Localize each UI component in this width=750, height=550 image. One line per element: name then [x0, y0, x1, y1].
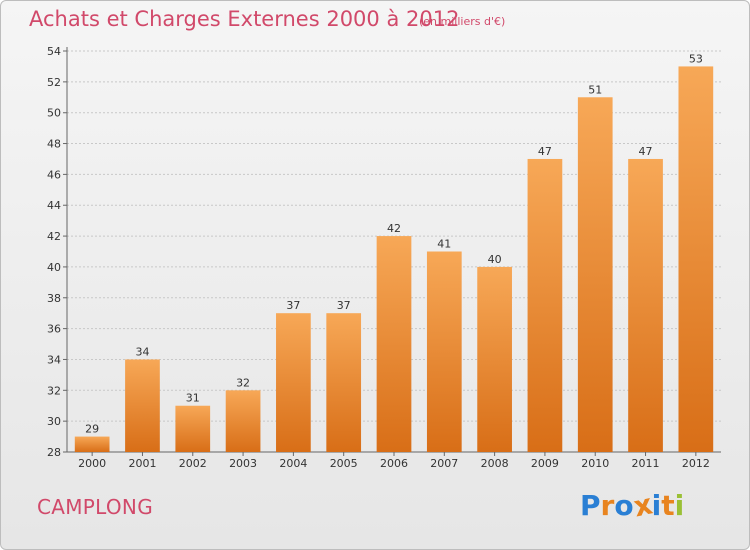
data-label-2003: 32 [236, 376, 250, 389]
data-label-2008: 40 [488, 253, 502, 266]
data-label-2004: 37 [286, 299, 300, 312]
x-tick-label-2010: 2010 [581, 457, 609, 470]
logo-letter-4: i [651, 489, 662, 522]
x-tick-label-2005: 2005 [330, 457, 358, 470]
data-label-2006: 42 [387, 222, 401, 235]
logo-letter-1: r [600, 489, 615, 522]
data-label-2007: 41 [437, 238, 451, 251]
bar-2007 [426, 251, 462, 452]
x-tick-label-2001: 2001 [128, 457, 156, 470]
y-tick-label-11: 50 [47, 107, 61, 120]
data-label-2012: 53 [689, 52, 703, 65]
x-tick-label-2006: 2006 [380, 457, 408, 470]
bar-2004 [276, 313, 311, 452]
data-label-2000: 29 [85, 423, 99, 436]
bar-2002 [175, 405, 211, 452]
logo-letter-6: i [674, 489, 685, 522]
y-tick-label-7: 42 [47, 230, 61, 243]
y-tick-label-0: 28 [47, 446, 61, 459]
logo-letter-2: o [614, 489, 634, 522]
y-tick-label-13: 54 [47, 45, 61, 58]
bar-2000 [74, 436, 110, 452]
proxiti-logo[interactable]: Proxiti [580, 487, 685, 523]
x-tick-label-2008: 2008 [481, 457, 509, 470]
data-label-2005: 37 [337, 299, 351, 312]
x-tick-label-2009: 2009 [531, 457, 559, 470]
bar-2009 [527, 158, 563, 452]
x-tick-label-2011: 2011 [632, 457, 660, 470]
logo-letter-5: t [661, 489, 675, 522]
bar-2010 [577, 97, 613, 453]
bar-chart: 28 30 32 34 36 38 40 42 44 46 48 50 52 54 2000 2001 2002… [47, 45, 721, 470]
y-tick-label-3: 34 [47, 353, 61, 366]
data-label-2001: 34 [135, 345, 149, 358]
commune-name: CAMPLONG [37, 495, 153, 519]
y-tick-label-8: 44 [47, 199, 61, 212]
bar-2008 [477, 266, 512, 452]
x-tick-label-2003: 2003 [229, 457, 257, 470]
y-tick-label-1: 30 [47, 415, 61, 428]
x-tick-label-2012: 2012 [682, 457, 710, 470]
y-tick-label-2: 32 [47, 384, 61, 397]
chart-title: Achats et Charges Externes 2000 à 2012 [29, 7, 460, 31]
x-tick-label-2004: 2004 [279, 457, 307, 470]
x-tick-label-2000: 2000 [78, 457, 106, 470]
y-tick-label-5: 38 [47, 292, 61, 305]
y-tick-label-6: 40 [47, 261, 61, 274]
data-label-2009: 47 [538, 145, 552, 158]
bar-2006 [376, 236, 412, 452]
bar-2005 [326, 313, 362, 452]
bar-2011 [628, 158, 663, 452]
y-tick-label-9: 46 [47, 168, 61, 181]
bar-2001 [125, 359, 160, 452]
y-tick-label-12: 52 [47, 76, 61, 89]
data-label-2010: 51 [588, 83, 602, 96]
logo-letter-0: P [580, 489, 601, 522]
y-tick-label-10: 48 [47, 138, 61, 151]
y-tick-label-4: 36 [47, 323, 61, 336]
data-label-2002: 31 [186, 392, 200, 405]
bar-2003 [225, 390, 261, 452]
chart-unit: (en milliers d'€) [419, 15, 506, 28]
data-label-2011: 47 [639, 145, 653, 158]
x-tick-label-2002: 2002 [179, 457, 207, 470]
x-tick-label-2007: 2007 [430, 457, 458, 470]
bar-2012 [678, 66, 714, 452]
